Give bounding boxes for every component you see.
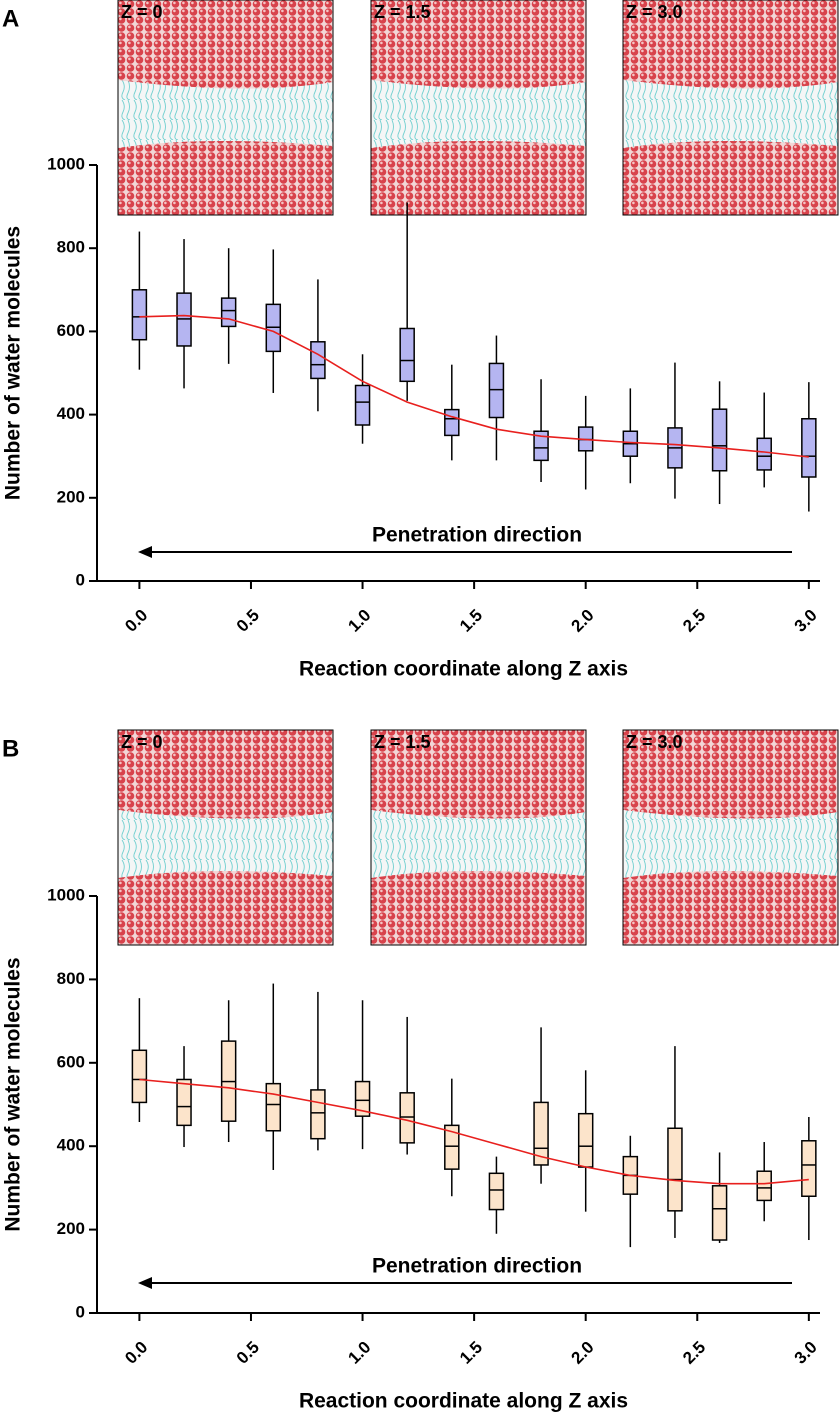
x-tick-label: 0.5 <box>233 1338 263 1368</box>
inset-label: Z = 3.0 <box>626 732 683 752</box>
inset-water-bottom <box>623 870 838 945</box>
x-tick-label: 0.0 <box>121 1338 151 1368</box>
inset-frame <box>370 729 587 946</box>
box <box>533 1101 549 1166</box>
fit-line <box>139 1078 809 1185</box>
box <box>711 408 728 472</box>
inset-water-top <box>118 0 333 89</box>
inset-frame <box>622 0 839 216</box>
box <box>399 1092 415 1144</box>
inset-frame <box>370 0 587 216</box>
x-tick-label: 1.5 <box>456 606 486 636</box>
box <box>801 1140 817 1197</box>
x-tick-label: 2.0 <box>568 606 598 636</box>
x-tick-label: 1.5 <box>456 1338 486 1368</box>
box <box>667 1127 683 1212</box>
y-tick-label: 1000 <box>47 154 85 173</box>
y-tick-label: 0 <box>76 570 85 589</box>
box <box>220 297 237 328</box>
inset-label: Z = 1.5 <box>374 732 431 752</box>
box <box>354 384 371 426</box>
inset-frame <box>622 729 839 946</box>
panel-label: A <box>2 5 19 32</box>
inset-water-top <box>371 730 586 819</box>
y-tick-label: 600 <box>57 321 85 340</box>
x-tick-label: 2.5 <box>679 606 709 636</box>
arrow-head <box>138 546 152 558</box>
box <box>176 1078 192 1127</box>
inset-label: Z = 1.5 <box>374 2 431 22</box>
y-tick-label: 0 <box>76 1302 85 1321</box>
box <box>310 341 326 380</box>
y-tick-label: 400 <box>57 404 85 423</box>
fit-line <box>139 314 809 458</box>
x-tick-label: 1.0 <box>344 1338 374 1368</box>
box <box>399 327 415 383</box>
annotation: Penetration direction <box>372 524 582 547</box>
box <box>444 1124 460 1170</box>
y-tick-label: 800 <box>57 969 85 988</box>
x-axis-label: Reaction coordinate along Z axis <box>299 1390 628 1413</box>
box <box>801 418 817 478</box>
box <box>577 1112 594 1168</box>
y-tick-label: 200 <box>57 1219 85 1238</box>
box <box>444 408 460 437</box>
inset-label: Z = 0 <box>121 2 163 22</box>
y-tick-label: 200 <box>57 487 85 506</box>
x-tick-label: 3.0 <box>791 606 821 636</box>
inset-water-top <box>118 730 333 819</box>
box <box>756 1170 772 1202</box>
annotation: Penetration direction <box>372 1255 582 1278</box>
inset-label: Z = 3.0 <box>626 2 683 22</box>
x-tick-label: 0.0 <box>121 606 151 636</box>
box <box>354 1080 371 1117</box>
inset-water-bottom <box>118 870 333 945</box>
y-tick-label: 1000 <box>47 885 85 904</box>
x-axis-label: Reaction coordinate along Z axis <box>299 658 628 681</box>
inset-label: Z = 0 <box>121 732 163 752</box>
inset-frame <box>117 729 334 946</box>
box <box>265 1082 282 1132</box>
inset-water-top <box>623 0 838 89</box>
box <box>533 430 549 462</box>
x-tick-label: 1.0 <box>344 606 374 636</box>
y-axis-label: Number of water molecules <box>2 226 25 500</box>
x-tick-label: 2.5 <box>679 1338 709 1368</box>
inset-water-top <box>623 730 838 819</box>
x-tick-label: 3.0 <box>791 1338 821 1368</box>
box <box>310 1089 326 1140</box>
inset-water-bottom <box>623 140 838 215</box>
x-tick-label: 2.0 <box>568 1338 598 1368</box>
box <box>756 437 772 471</box>
y-tick-label: 800 <box>57 238 85 257</box>
arrow-head <box>138 1277 152 1289</box>
box <box>711 1185 728 1241</box>
inset-water-bottom <box>371 870 586 945</box>
panel-label: B <box>2 735 19 762</box>
box <box>131 1049 148 1104</box>
inset-water-top <box>371 0 586 89</box>
x-tick-label: 0.5 <box>233 606 263 636</box>
inset-frame <box>117 0 334 216</box>
box <box>131 289 148 341</box>
inset-water-bottom <box>371 140 586 215</box>
y-axis-label: Number of water molecules <box>2 957 25 1231</box>
y-tick-label: 600 <box>57 1052 85 1071</box>
box <box>488 1172 505 1211</box>
y-tick-label: 400 <box>57 1136 85 1155</box>
inset-water-bottom <box>118 140 333 215</box>
box <box>488 362 505 419</box>
